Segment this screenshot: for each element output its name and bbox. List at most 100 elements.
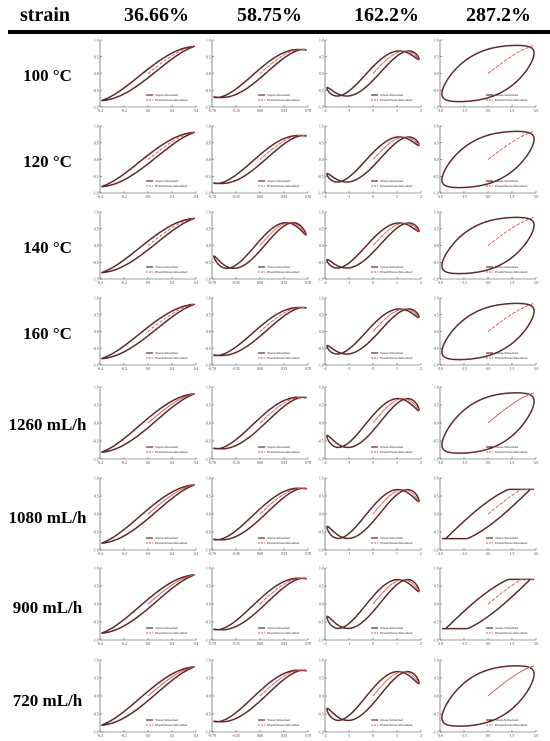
x-tick-label: 2 [420,367,422,371]
y-tick-label: -1.0 [93,731,99,735]
x-tick-label: 0.4 [194,281,199,285]
x-tick-label: 0.0 [146,734,151,738]
lissajous-plot: -1.0 -0.5 0.0 0.5 1.0 -0.70 -0.35 0.00 0.35 0.70 S… [205,567,312,647]
y-tick-label: 1.0 [94,659,99,663]
elastic-stress-curve [147,393,195,424]
lissajous-plot: -1.0 -0.5 0.0 0.5 1.0 -3.0 -1.5 0.0 1.5 3.0 Stress… [433,386,539,466]
x-tick-label: 1.5 [510,367,515,371]
legend-elastic-label: ElasticStress-Smoothed [380,184,413,188]
legend-elastic-label: ElasticStress-Smoothed [155,450,188,454]
y-tick-label: 1.0 [434,567,439,571]
legend-stress-label: Stress-Smoothed [267,351,290,355]
y-tick-label: -0.5 [433,440,439,444]
elastic-stress-curve [372,136,420,160]
lissajous-plot: -1.0 -0.5 0.0 0.5 1.0 -2 -1 0 1 2 Stress-SmoothedE… [318,297,422,372]
x-tick-label: -1.5 [461,552,467,556]
legend-elastic-label: ElasticStress-Smoothed [380,98,413,102]
x-tick-label: 3.0 [534,461,539,465]
stress-smoothed-curve [441,44,535,103]
y-tick-label: -1.0 [93,639,99,643]
x-tick-label: 0.4 [194,461,199,465]
lissajous-plot: -1.0 -0.5 0.0 0.5 1.0 -3.0 -1.5 0.0 1.5 3.0 Stress… [433,659,539,739]
legend-elastic-label: ElasticStress-Smoothed [267,184,300,188]
legend-stress-label: Stress-Smoothed [155,179,178,183]
y-tick-label: 0.0 [434,603,439,607]
x-tick-label: -0.2 [121,109,127,113]
x-tick-label: -0.2 [121,734,127,738]
y-tick-label: -0.5 [318,89,324,93]
y-tick-label: 1.0 [206,39,211,43]
x-tick-label: -0.2 [121,195,127,199]
y-tick-label: 1.0 [206,659,211,663]
y-tick-label: 0.0 [206,695,211,699]
y-tick-label: 0.0 [319,158,324,162]
elastic-stress-curve [147,574,195,605]
y-tick-label: 1.0 [206,125,211,129]
elastic-stress-curve [372,489,420,515]
y-tick-label: -0.5 [205,261,211,265]
legend-stress-label: Stress-Smoothed [495,445,518,449]
y-tick-label: 1.0 [206,297,211,301]
x-tick-label: -0.2 [121,461,127,465]
legend-stress-label: Stress-Smoothed [380,93,403,97]
x-tick-label: -0.2 [121,281,127,285]
y-tick-label: -0.5 [433,531,439,535]
elastic-stress-curve [259,222,307,246]
elastic-stress-curve [372,222,420,246]
x-tick-label: 3.0 [534,367,539,371]
x-tick-label: -1 [348,281,351,285]
y-tick-label: -0.5 [93,89,99,93]
y-tick-label: -0.5 [433,713,439,717]
y-tick-label: -1.0 [318,549,324,553]
y-tick-label: -0.5 [318,261,324,265]
x-tick-label: 0.4 [194,552,199,556]
y-tick-label: -0.5 [93,261,99,265]
lissajous-plot: -1.0 -0.5 0.0 0.5 1.0 -0.4 -0.2 0.0 0.2 0.4 Stress… [93,659,199,739]
legend-elastic-label: ElasticStress-Smoothed [495,98,528,102]
x-tick-label: 0.35 [281,642,287,646]
y-tick-label: 0.0 [94,422,99,426]
x-tick-label: 0.0 [146,461,151,465]
x-tick-label: -1.5 [461,734,467,738]
x-tick-label: 0.35 [281,461,287,465]
x-tick-label: 0.35 [281,734,287,738]
legend-elastic-label: ElasticStress-Smoothed [380,450,413,454]
x-tick-label: 2 [420,195,422,199]
stress-smoothed-curve [326,670,420,722]
x-tick-label: -0.35 [232,642,240,646]
stress-smoothed-curve [441,392,535,454]
legend-stress-label: Stress-Smoothed [155,626,178,630]
y-tick-label: 0.0 [94,513,99,517]
y-tick-label: -1.0 [318,278,324,282]
y-tick-label: 0.0 [434,513,439,517]
stress-smoothed-curve [213,221,307,270]
lissajous-plot: -1.0 -0.5 0.0 0.5 1.0 -0.4 -0.2 0.0 0.2 0.4 Stress… [93,297,199,372]
x-tick-label: 0.70 [305,109,311,113]
y-tick-label: 1.0 [319,386,324,390]
x-tick-label: 3.0 [534,552,539,556]
y-tick-label: -0.5 [318,440,324,444]
y-tick-label: 1.0 [94,567,99,571]
x-tick-label: -3.0 [437,461,443,465]
y-tick-label: 0.5 [434,313,439,317]
x-tick-label: -0.2 [121,552,127,556]
y-tick-label: 0.0 [319,513,324,517]
y-tick-label: -0.5 [433,175,439,179]
y-tick-label: 0.5 [94,495,99,499]
x-tick-label: 0 [372,461,374,465]
x-tick-label: -0.70 [208,109,216,113]
x-tick-label: -1 [348,734,351,738]
y-tick-label: 0.0 [206,244,211,248]
x-tick-label: -0.4 [97,109,103,113]
lissajous-plot: -1.0 -0.5 0.0 0.5 1.0 -2 -1 0 1 2 Stress-SmoothedE… [318,125,422,200]
y-tick-label: -1.0 [205,106,211,110]
stress-smoothed-curve [326,308,420,355]
legend-stress-label: Stress-Smoothed [155,93,178,97]
x-tick-label: 1 [396,642,398,646]
legend-elastic-label: ElasticStress-Smoothed [380,723,413,727]
y-tick-label: -0.5 [205,347,211,351]
y-tick-label: -1.0 [318,192,324,196]
x-tick-label: 0.00 [257,109,263,113]
lissajous-plot: -1.0 -0.5 0.0 0.5 1.0 -0.4 -0.2 0.0 0.2 0.4 Stress… [93,567,199,647]
